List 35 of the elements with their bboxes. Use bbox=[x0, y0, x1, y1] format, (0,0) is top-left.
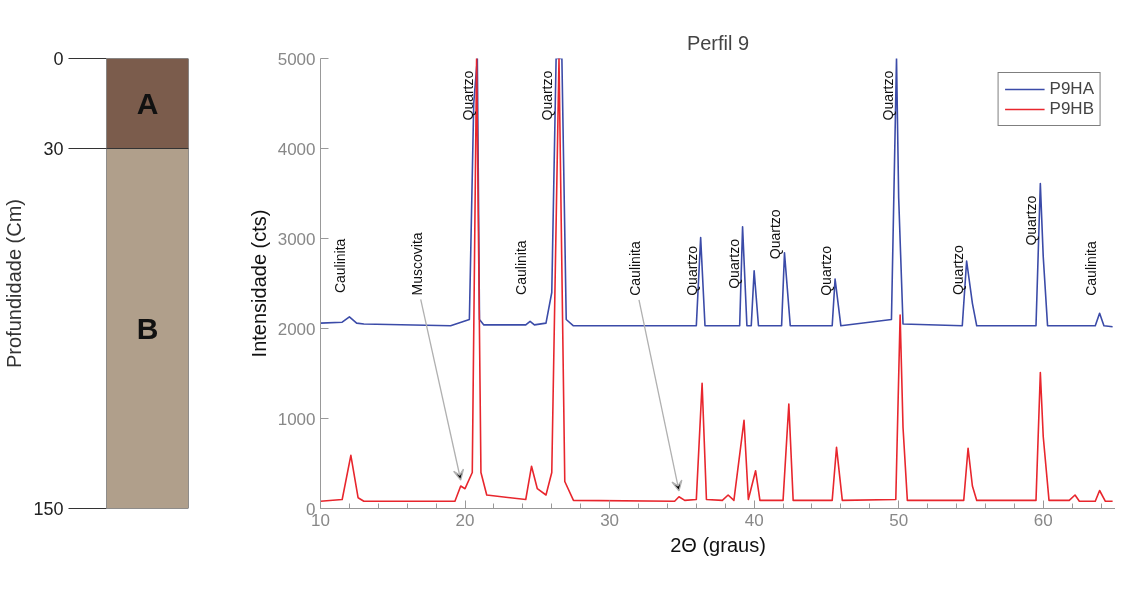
annotation: Caulinita bbox=[1082, 241, 1099, 296]
legend-label: P9HB bbox=[1049, 99, 1094, 119]
legend-label: P9HA bbox=[1049, 79, 1094, 99]
annotation: Quartzo bbox=[767, 209, 784, 260]
y-axis-title: Intensidade (cts) bbox=[247, 209, 270, 358]
annotation: Quartzo bbox=[1023, 195, 1040, 246]
y-tick-label: 3000 bbox=[277, 229, 316, 249]
chart-title: Perfil 9 bbox=[686, 31, 750, 54]
annotation: Quartzo bbox=[539, 70, 556, 121]
x-tick-label: 40 bbox=[744, 510, 764, 530]
x-tick-label: 30 bbox=[600, 510, 620, 530]
y-tick-label: 5000 bbox=[277, 49, 316, 69]
annotation: Quartzo bbox=[725, 238, 742, 289]
annotation: Muscovita bbox=[408, 232, 425, 296]
annotation: Quartzo bbox=[460, 70, 477, 121]
series-label: A bbox=[136, 87, 159, 120]
y-tick-label: 4000 bbox=[277, 139, 316, 159]
y-tick-label: 150 bbox=[33, 499, 64, 519]
annotation: Quartzo bbox=[683, 245, 700, 296]
x-tick-label: 60 bbox=[1033, 510, 1053, 530]
x-axis-title: 2Θ (graus) bbox=[670, 533, 766, 556]
y-tick-label: 2000 bbox=[277, 319, 316, 339]
annotation: Caulinita bbox=[626, 241, 643, 296]
y-axis-title: Profundidade (Cm) bbox=[3, 199, 26, 368]
annotation: Caulinita bbox=[332, 238, 349, 294]
annotation: Caulinita bbox=[513, 240, 530, 295]
series-label: B bbox=[136, 312, 159, 345]
y-tick-label: 1000 bbox=[277, 409, 316, 429]
annotation: Quartzo bbox=[879, 70, 896, 121]
x-tick-label: 50 bbox=[889, 510, 909, 530]
y-tick-label: 0 bbox=[53, 49, 64, 69]
annotation: Quartzo bbox=[949, 245, 966, 296]
y-tick-label: 30 bbox=[43, 139, 64, 159]
x-tick-label: 20 bbox=[455, 510, 475, 530]
annotation: Quartzo bbox=[818, 245, 835, 296]
